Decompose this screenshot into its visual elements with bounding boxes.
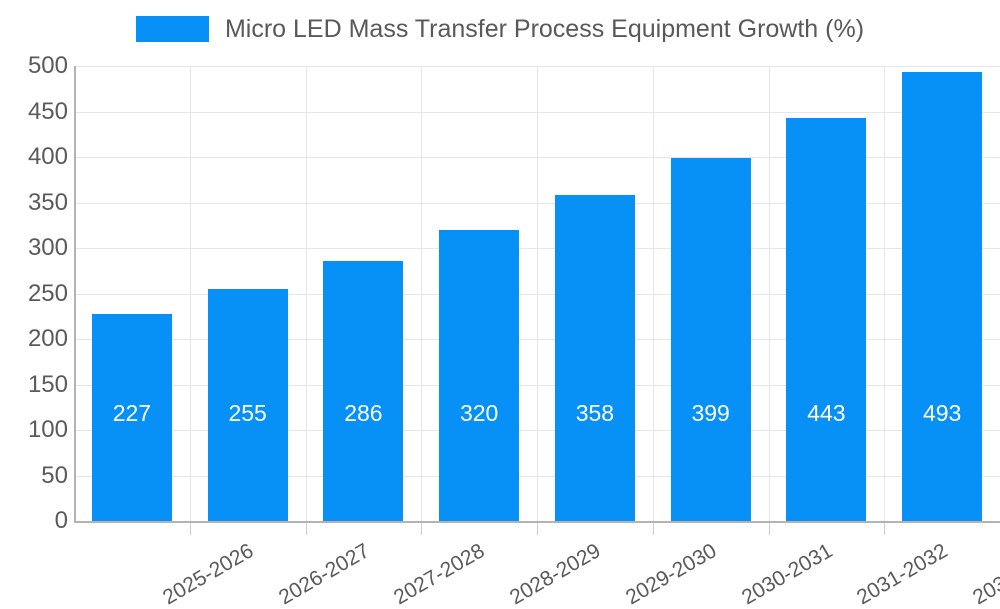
bar-value-label: 227 — [112, 400, 152, 426]
gridline-vertical — [537, 66, 538, 521]
x-axis-tick-label: 2026-2027 — [274, 539, 373, 609]
y-axis-tick-label: 50 — [41, 461, 68, 489]
gridline-vertical — [421, 66, 423, 521]
bar-value-label: 286 — [344, 400, 383, 426]
legend-color-swatch — [135, 16, 209, 42]
x-axis-tick-label: 2030-2031 — [737, 539, 836, 609]
bar-value-label: 443 — [807, 400, 846, 426]
gridline-vertical — [305, 66, 307, 521]
bar[interactable]: 493 — [902, 72, 983, 521]
legend-item-series-1[interactable]: Micro LED Mass Transfer Process Equipmen… — [135, 14, 865, 43]
x-axis-tick — [305, 523, 307, 535]
y-axis-tick-label: 200 — [27, 325, 68, 352]
bar[interactable]: 286 — [323, 260, 404, 521]
x-axis-tick-label: 2028-2029 — [505, 539, 605, 609]
gridline-vertical — [652, 66, 654, 521]
y-axis-tick-label: 100 — [27, 416, 68, 443]
bar[interactable]: 255 — [207, 288, 288, 521]
x-axis-tick — [537, 523, 538, 535]
bar[interactable]: 320 — [439, 229, 520, 521]
bar-value-label: 320 — [459, 400, 499, 426]
y-axis-tick-labels: 0 50 100 150 200 250 300 350 400 450 500 — [0, 0, 68, 600]
y-axis-tick-label: 400 — [27, 143, 68, 170]
x-axis-tick — [421, 523, 423, 535]
bar-value-label: 255 — [228, 400, 267, 426]
x-axis-line — [74, 521, 1000, 523]
x-axis-tick-label: 2031-2032 — [853, 539, 952, 609]
y-axis-tick-label: 300 — [27, 234, 68, 261]
plot-area: 227 255 286 320 358 399 443 493 — [74, 66, 1000, 522]
bar[interactable]: 358 — [554, 195, 635, 521]
bar[interactable]: 443 — [786, 117, 867, 521]
y-axis-tick-label: 350 — [27, 188, 68, 216]
y-axis-tick-label: 250 — [27, 279, 68, 307]
y-axis-tick-label: 0 — [54, 507, 68, 534]
gridline-vertical — [189, 66, 191, 521]
x-axis-tick-label: 2025-2026 — [158, 539, 258, 609]
chart-legend: Micro LED Mass Transfer Process Equipmen… — [0, 0, 1000, 58]
gridline-vertical — [768, 66, 770, 521]
y-axis-tick-label: 450 — [27, 97, 68, 125]
legend-label: Micro LED Mass Transfer Process Equipmen… — [224, 14, 865, 43]
x-axis-tick — [652, 523, 654, 535]
bar[interactable]: 227 — [91, 314, 172, 521]
bar[interactable]: 399 — [670, 157, 751, 521]
x-axis-tick — [189, 523, 191, 535]
x-axis-tick-label: 2027-2028 — [390, 539, 489, 609]
bar-value-label: 399 — [691, 400, 730, 426]
bar-value-label: 493 — [922, 400, 962, 426]
x-axis-tick — [768, 523, 770, 535]
y-axis-tick-label: 150 — [27, 370, 68, 398]
x-axis-tick-label: 2029-2030 — [621, 539, 721, 609]
gridline-vertical — [884, 66, 886, 521]
bar-value-label: 358 — [575, 400, 615, 426]
x-axis-tick — [884, 523, 886, 535]
y-axis-tick-label: 500 — [27, 52, 68, 79]
x-axis-tick-label: 2032-2033 — [968, 539, 1000, 609]
y-axis-line — [74, 66, 76, 521]
